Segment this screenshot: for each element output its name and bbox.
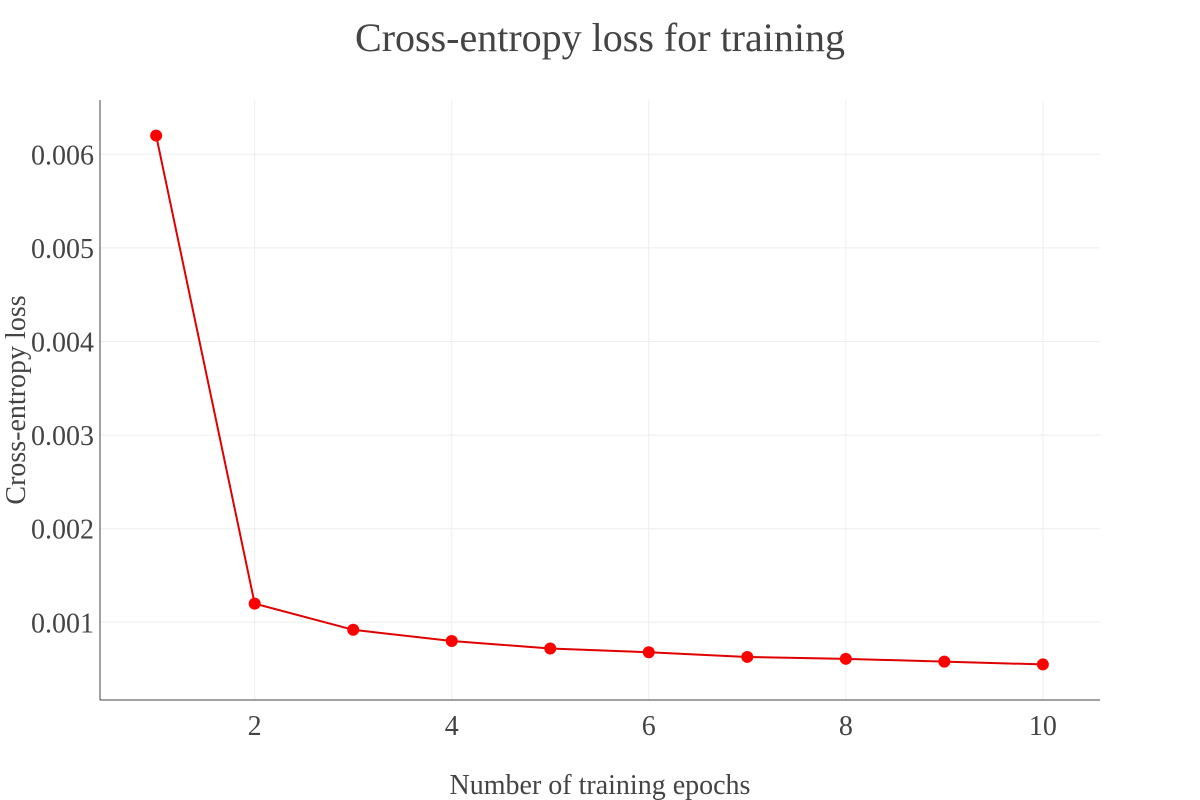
data-point: [938, 656, 950, 668]
x-tick-labels: 2 4 6 8 10: [248, 711, 1057, 742]
y-tick-label: 0.002: [31, 515, 94, 546]
x-tick-label: 6: [642, 711, 656, 742]
y-tick-label: 0.004: [31, 327, 94, 358]
data-point: [446, 635, 458, 647]
x-tick-label: 4: [445, 711, 459, 742]
data-point: [840, 653, 852, 665]
series-line: [156, 136, 1043, 665]
y-tick-label: 0.005: [31, 234, 94, 265]
y-tick-label: 0.006: [31, 140, 94, 171]
x-tick-label: 8: [839, 711, 853, 742]
x-tick-label: 2: [248, 711, 262, 742]
data-point: [347, 624, 359, 636]
data-point: [249, 598, 261, 610]
data-series: [150, 130, 1049, 671]
y-axis-title: Cross-entropy loss: [1, 295, 32, 504]
y-tick-labels: 0.001 0.002 0.003 0.004 0.005 0.006: [31, 140, 94, 639]
data-point: [643, 646, 655, 658]
grid-lines: [100, 100, 1100, 700]
y-tick-label: 0.001: [31, 608, 94, 639]
y-tick-label: 0.003: [31, 421, 94, 452]
data-point: [544, 643, 556, 655]
x-axis-title: Number of training epochs: [450, 770, 751, 800]
data-point: [741, 651, 753, 663]
data-point: [1037, 658, 1049, 670]
data-point: [150, 130, 162, 142]
x-tick-label: 10: [1029, 711, 1057, 742]
